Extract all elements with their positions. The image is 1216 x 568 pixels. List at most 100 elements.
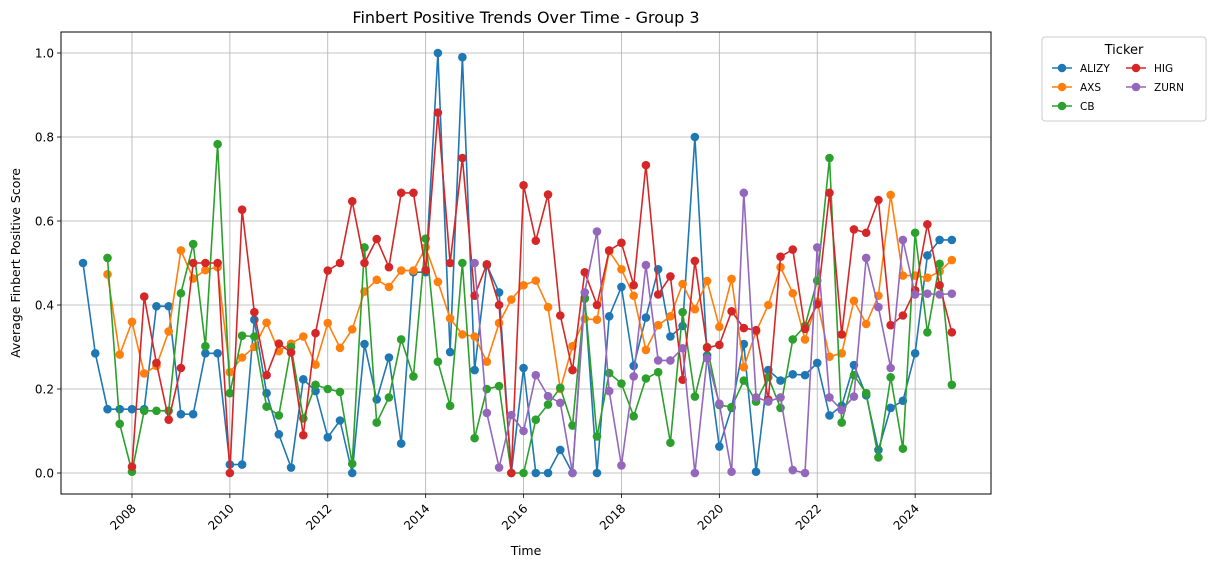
data-point-cb [886,372,895,382]
data-point-alizy [445,347,455,357]
data-point-zurn [837,405,847,415]
data-point-zurn [507,410,516,420]
data-point-hig [715,340,724,350]
data-point-zurn [604,386,614,396]
data-point-cb [445,401,455,411]
data-point-hig [311,328,320,338]
data-point-cb [592,432,602,441]
data-point-cb [188,239,198,249]
data-point-cb [666,438,675,448]
data-point-alizy [188,409,198,419]
data-point-zurn [629,372,638,381]
data-point-alizy [910,349,920,358]
data-point-cb [874,453,883,462]
data-point-hig [935,280,944,290]
data-point-alizy [494,288,504,297]
data-point-cb [409,372,418,381]
data-point-zurn [543,391,553,401]
data-point-hig [409,188,418,198]
data-point-axs [115,350,125,359]
data-point-alizy [543,468,553,478]
data-point-alizy [298,375,308,384]
data-point-alizy [103,404,112,414]
data-point-zurn [678,343,687,353]
legend-marker-hig [1131,63,1141,73]
data-point-hig [250,307,259,317]
data-point-axs [262,318,271,327]
data-point-axs [139,369,149,378]
data-point-axs [898,271,908,280]
data-point-zurn [715,399,724,409]
series-line-zurn [473,192,952,474]
data-point-alizy [788,370,798,379]
data-point-alizy [458,52,467,62]
data-point-cb [690,392,700,401]
data-point-axs [763,300,773,310]
legend-item-hig: HIG [1126,63,1173,75]
data-point-hig [347,196,357,206]
data-point-hig [421,265,430,275]
data-point-alizy [347,468,357,478]
data-point-axs [837,349,847,358]
data-point-alizy [776,376,785,385]
data-point-zurn [617,461,626,470]
data-point-hig [335,258,345,268]
data-point-hig [433,108,443,117]
data-point-axs [458,330,467,339]
data-point-cb [910,228,920,238]
grid [61,32,991,494]
data-point-axs [825,352,834,361]
legend-item-alizy: ALIZY [1052,63,1110,75]
data-point-cb [531,415,541,424]
data-point-alizy [396,439,406,448]
data-point-axs [201,265,210,275]
data-point-cb [825,153,834,163]
data-point-hig [580,267,590,277]
data-point-cb [629,412,638,421]
data-point-hig [396,188,406,198]
y-tick-label: 0.0 [35,467,54,481]
y-tick-label: 0.2 [35,383,54,397]
data-point-axs [396,266,406,275]
data-point-alizy [617,282,626,292]
data-point-axs [103,270,112,279]
data-point-cb [494,381,504,391]
data-point-cb [262,402,271,411]
series-layer [78,48,957,478]
legend-title: Ticker [1104,43,1144,58]
data-point-cb [152,406,161,416]
data-point-zurn [666,356,675,365]
data-point-cb [568,421,577,430]
series-line-hig [131,111,953,474]
data-point-alizy [164,301,173,311]
data-point-cb [103,253,112,263]
data-point-cb [604,368,614,378]
data-point-hig [874,195,883,205]
data-point-hig [531,236,541,246]
x-axis-label: Time [510,543,542,558]
data-point-alizy [751,467,761,477]
data-point-axs [678,279,687,289]
x-axis: 2008 2010 2012 2014 2016 2018 2020 2022 2024 [107,494,922,533]
x-tick-label: 2024 [891,501,922,532]
data-point-zurn [568,468,577,478]
data-point-cb [678,307,687,317]
data-point-zurn [776,393,785,402]
data-point-axs [715,322,724,332]
data-point-alizy [384,353,394,362]
data-point-cb [788,335,798,344]
data-point-axs [433,277,443,287]
data-point-alizy [274,430,284,439]
legend-label-alizy: ALIZY [1080,63,1110,75]
data-point-alizy [127,404,137,414]
data-point-hig [947,328,957,337]
data-point-cb [139,406,149,416]
data-point-zurn [653,356,663,365]
data-point-cb [237,331,247,340]
data-point-hig [776,252,785,261]
legend-marker-zurn [1131,82,1141,92]
data-point-hig [923,220,932,229]
data-point-zurn [641,260,651,270]
data-point-cb [898,444,908,453]
